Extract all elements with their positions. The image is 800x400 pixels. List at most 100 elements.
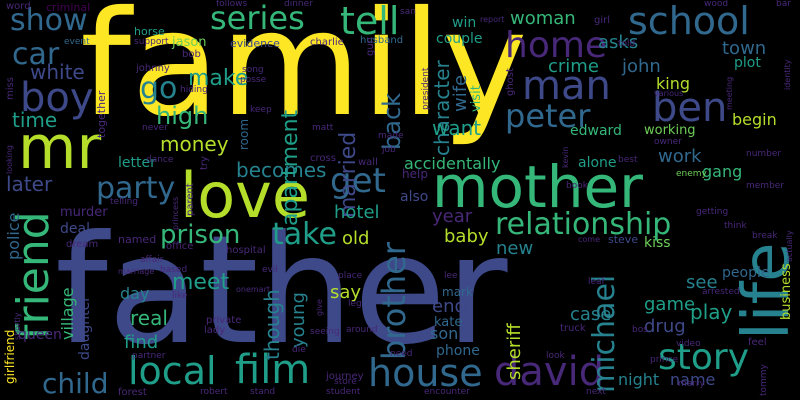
word-stand: stand bbox=[250, 387, 276, 397]
word-meeting: meeting bbox=[725, 76, 734, 110]
word-shortly: shortly bbox=[13, 312, 22, 340]
word-forest: forest bbox=[118, 387, 147, 398]
word-feel: feel bbox=[748, 337, 767, 348]
word-robert: robert bbox=[200, 387, 228, 397]
word-working: working bbox=[644, 123, 696, 138]
word-day: day bbox=[120, 284, 150, 303]
word-win: win bbox=[452, 15, 477, 31]
word-identity: identity bbox=[783, 59, 792, 90]
word-place: place bbox=[338, 271, 363, 281]
word-lady: lady bbox=[204, 325, 226, 336]
word-wall: wall bbox=[358, 157, 378, 168]
word-store: store bbox=[334, 377, 357, 387]
word-think: think bbox=[724, 221, 747, 231]
word-dream: dream bbox=[66, 239, 99, 250]
word-together: together bbox=[95, 90, 108, 138]
word-father: father bbox=[55, 204, 508, 378]
word-wood: wood bbox=[704, 0, 729, 9]
word-school: school bbox=[628, 0, 750, 43]
word-follows: follows bbox=[216, 0, 248, 9]
word-man: man bbox=[522, 63, 611, 109]
word-show: show bbox=[10, 3, 88, 38]
word-business: business bbox=[779, 263, 794, 320]
word-meet: meet bbox=[172, 270, 230, 295]
word-cross: cross bbox=[310, 153, 336, 164]
word-jason: jason bbox=[172, 35, 207, 50]
word-member: member bbox=[746, 181, 785, 191]
word-story: story bbox=[658, 337, 750, 378]
word-named: named bbox=[118, 233, 157, 246]
word-video: video bbox=[676, 339, 701, 349]
word-becomes: becomes bbox=[236, 158, 327, 182]
word-baby: baby bbox=[444, 226, 489, 247]
word-alone: alone bbox=[578, 155, 617, 171]
word-take: take bbox=[272, 217, 337, 252]
word-journey: journey bbox=[326, 371, 364, 382]
word-begin: begin bbox=[732, 110, 777, 129]
word-based: based bbox=[160, 265, 188, 275]
word-mark: mark bbox=[442, 285, 473, 299]
word-peter: peter bbox=[505, 97, 591, 135]
word-actually: actually bbox=[785, 230, 794, 262]
word-come: come bbox=[578, 235, 601, 244]
word-mother: mother bbox=[432, 153, 644, 221]
word-dance: dance bbox=[146, 155, 174, 165]
word-student: student bbox=[326, 387, 361, 397]
word-room: room bbox=[237, 118, 251, 150]
word-kate: kate bbox=[434, 315, 463, 330]
word-hospital: hospital bbox=[226, 245, 266, 256]
word-go: go bbox=[140, 71, 178, 106]
word-getting: getting bbox=[696, 207, 729, 217]
word-best: best bbox=[618, 155, 638, 165]
word-car: car bbox=[12, 37, 60, 72]
word-onemart: onemart bbox=[236, 285, 271, 294]
word-local: local bbox=[128, 349, 217, 393]
word-encounter: encounter bbox=[424, 387, 470, 397]
word-marry: marry bbox=[678, 379, 705, 389]
word-steve: steve bbox=[608, 233, 639, 246]
word-report: report bbox=[480, 15, 505, 24]
word-book: book bbox=[566, 181, 588, 191]
word-asks: asks bbox=[598, 32, 639, 53]
word-find: find bbox=[124, 332, 159, 353]
word-evidence: evidence bbox=[230, 37, 280, 50]
word-various: various bbox=[654, 89, 684, 98]
word-say: say bbox=[330, 282, 362, 303]
word-drug: drug bbox=[644, 316, 686, 337]
word-charlie: charlie bbox=[310, 37, 344, 48]
word-town: town bbox=[722, 38, 767, 59]
word-time: time bbox=[12, 108, 58, 132]
word-san: san bbox=[400, 7, 416, 17]
word-johnny: johnny bbox=[136, 63, 170, 74]
word-seeing: seeing bbox=[310, 327, 340, 337]
word-made: made bbox=[378, 131, 404, 141]
word-series: series bbox=[210, 0, 305, 37]
word-private: private bbox=[206, 315, 242, 326]
word-see: see bbox=[686, 272, 718, 293]
word-girl: girl bbox=[594, 15, 611, 26]
word-kiss: kiss bbox=[644, 235, 671, 251]
word-looking: looking bbox=[5, 144, 14, 174]
word-gun: gun bbox=[365, 36, 376, 56]
word-michael: michael bbox=[587, 274, 622, 393]
word-told: told bbox=[618, 39, 636, 49]
word-also: also bbox=[400, 189, 429, 205]
word-david: david bbox=[494, 349, 605, 395]
word-try: try bbox=[199, 156, 210, 170]
word-husband: husband bbox=[360, 35, 404, 46]
word-prison: prison bbox=[160, 220, 241, 250]
word-village: village bbox=[58, 287, 77, 340]
word-tommy: tommy bbox=[759, 364, 769, 396]
word-end: end bbox=[432, 296, 466, 317]
word-parent: parent bbox=[185, 183, 196, 216]
word-murder: murder bbox=[60, 205, 108, 220]
word-king: king bbox=[656, 74, 691, 93]
word-want: want bbox=[432, 116, 482, 140]
word-criminal: criminal bbox=[46, 1, 91, 14]
word-song: song bbox=[242, 65, 264, 75]
word-name: name bbox=[670, 370, 716, 389]
word-tell: tell bbox=[340, 0, 400, 43]
word-posse: posse bbox=[240, 75, 267, 85]
word-need: need bbox=[390, 349, 413, 359]
word-couple: couple bbox=[436, 31, 483, 47]
